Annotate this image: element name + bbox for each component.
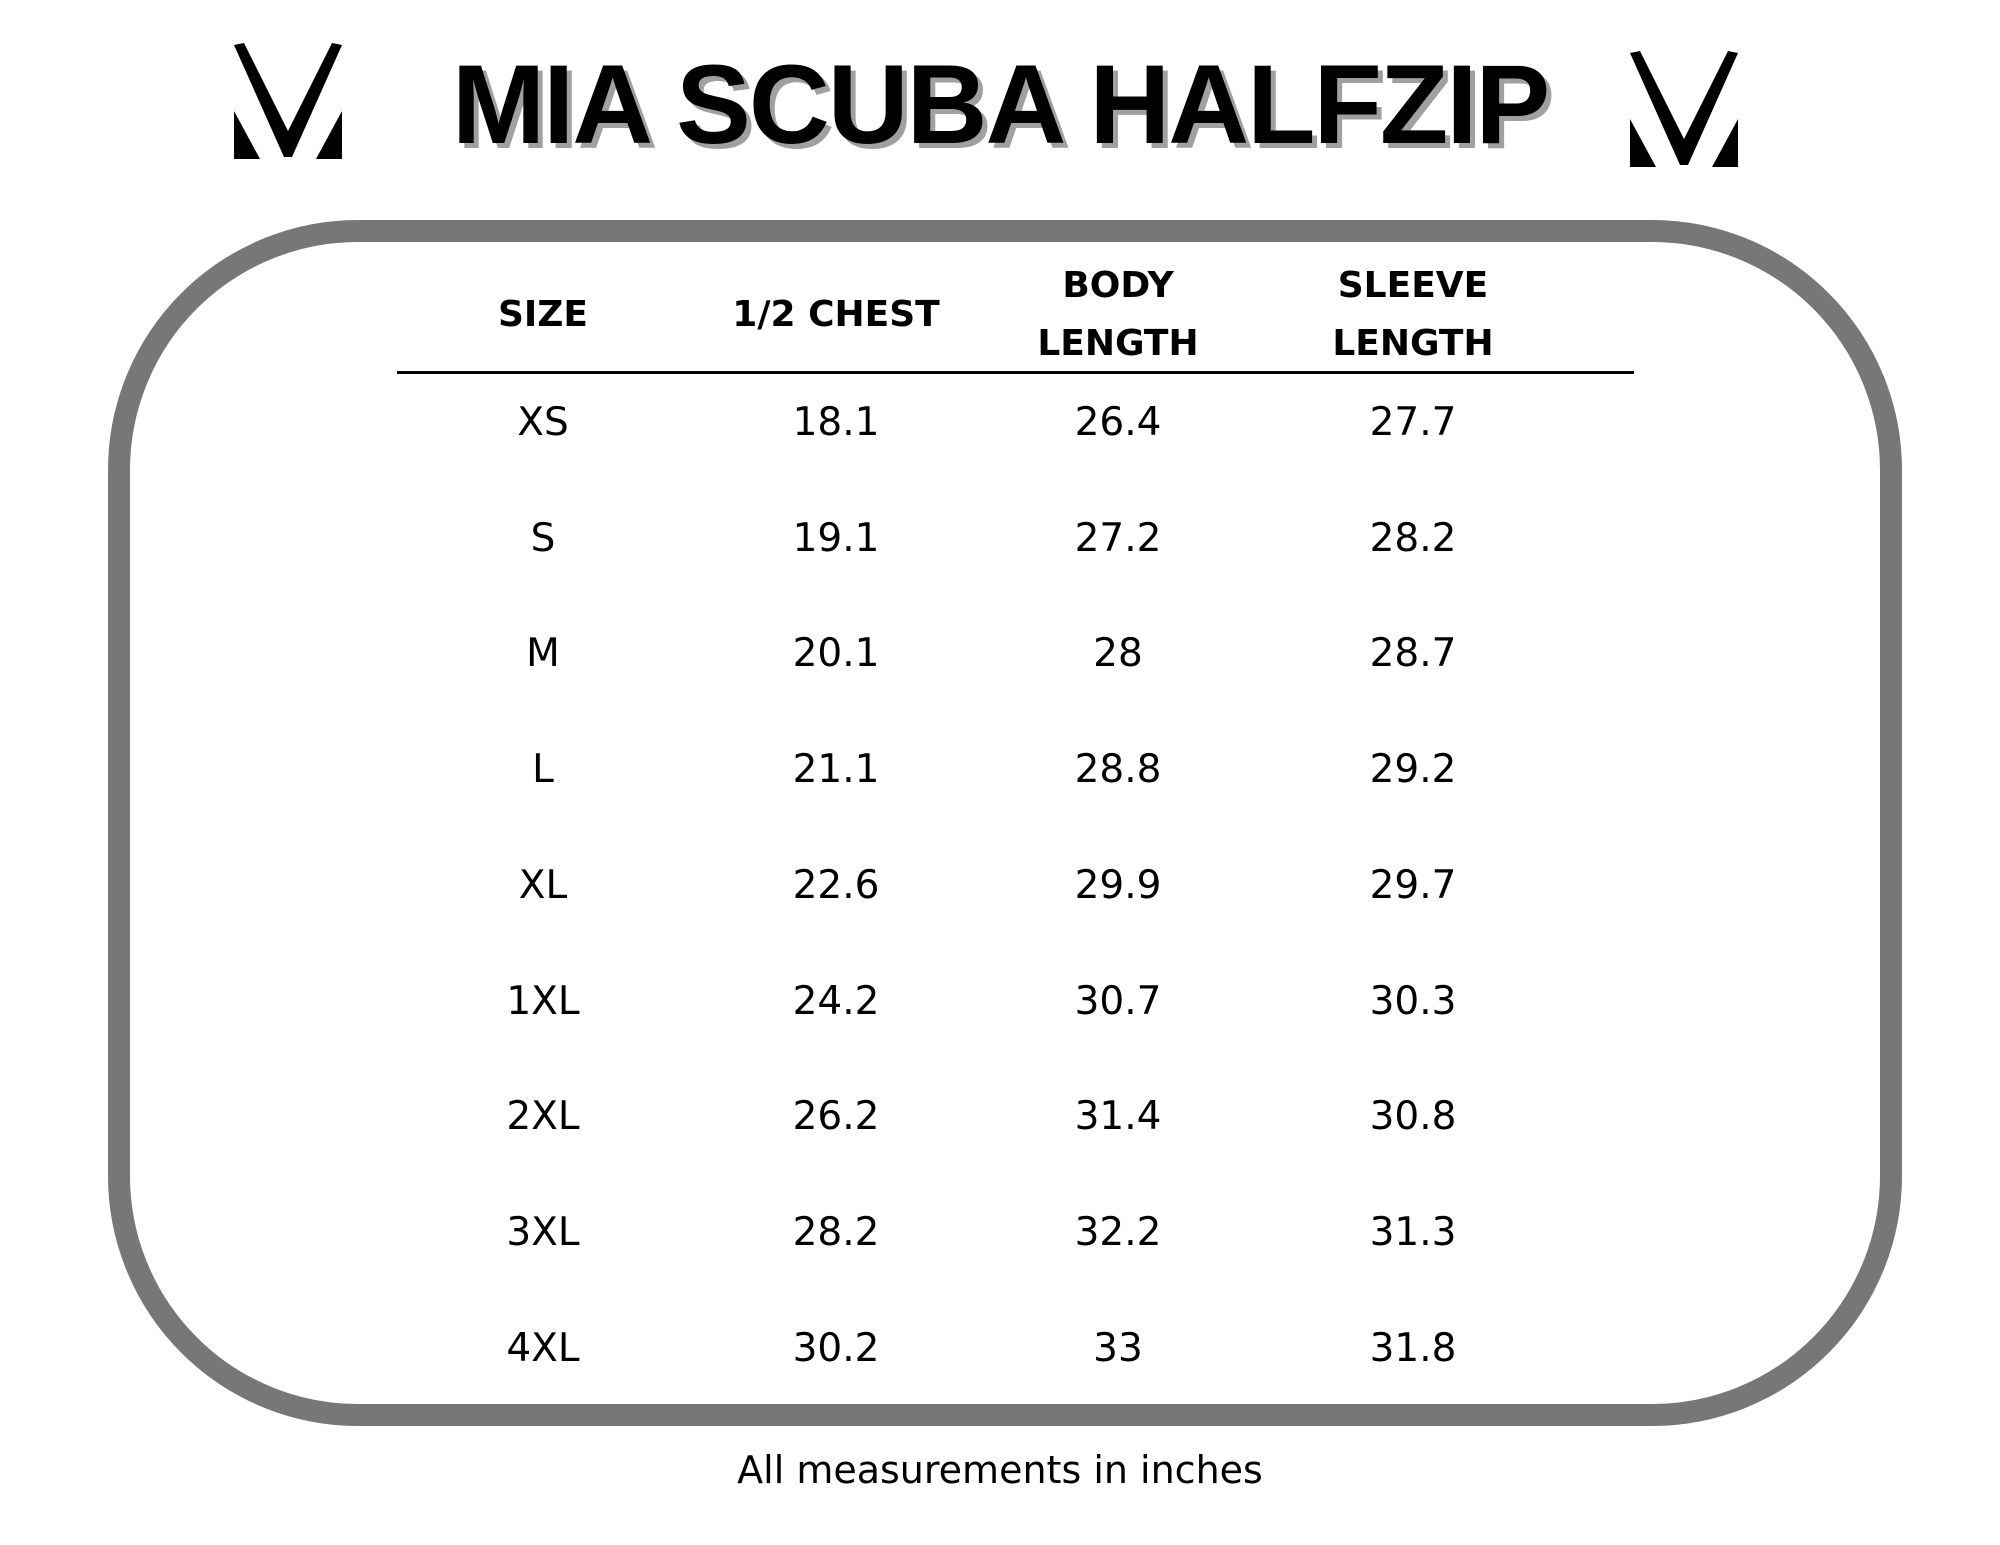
cell-sleeve-length: 31.3 [1369, 1209, 1457, 1255]
page-title: MIA SCUBA HALFZIP [451, 42, 1550, 167]
cell-body-length: 26.4 [1074, 400, 1162, 445]
cell-body-length: 29.9 [1074, 862, 1162, 908]
header-divider [397, 371, 1634, 374]
cell-body-length: 28 [1093, 631, 1143, 677]
cell-sleeve-length: 30.8 [1369, 1094, 1457, 1140]
mv-logo-left-icon [234, 43, 342, 159]
cell-size: 3XL [506, 1209, 580, 1255]
header-line-1: BODY [1062, 265, 1174, 306]
cell-half-chest: 28.2 [792, 1209, 880, 1255]
cell-size: XS [517, 400, 569, 445]
cell-body-length: 33 [1093, 1325, 1143, 1371]
cell-size: 4XL [506, 1325, 580, 1371]
cell-half-chest: 21.1 [792, 747, 880, 793]
cell-sleeve-length: 30.3 [1369, 978, 1457, 1024]
cell-size: S [530, 515, 556, 561]
cell-half-chest: 26.2 [792, 1094, 880, 1140]
column-header-size: SIZE [393, 286, 693, 344]
cell-size: XL [518, 862, 568, 908]
cell-size: 2XL [506, 1094, 580, 1140]
cell-body-length: 32.2 [1074, 1209, 1162, 1255]
footer-note: All measurements in inches [737, 1448, 1263, 1492]
cell-body-length: 28.8 [1074, 747, 1162, 793]
cell-half-chest: 24.2 [792, 978, 880, 1024]
header-line-1: 1/2 CHEST [732, 294, 940, 335]
cell-body-length: 30.7 [1074, 978, 1162, 1024]
cell-half-chest: 18.1 [792, 400, 880, 445]
mv-logo-right-icon [1630, 51, 1738, 167]
cell-sleeve-length: 31.8 [1369, 1325, 1457, 1371]
header-line-1: SLEEVE [1337, 265, 1489, 306]
cell-sleeve-length: 27.7 [1369, 400, 1457, 445]
cell-size: M [526, 631, 560, 677]
header-line-2: LENGTH [1332, 323, 1494, 364]
cell-half-chest: 19.1 [792, 515, 880, 561]
header-line-2: LENGTH [1037, 323, 1199, 364]
cell-half-chest: 20.1 [792, 631, 880, 677]
cell-sleeve-length: 28.7 [1369, 631, 1457, 677]
size-chart-frame [108, 220, 1902, 1426]
header-line-1: SIZE [497, 294, 589, 335]
cell-sleeve-length: 29.2 [1369, 747, 1457, 793]
column-header-sleeve-length: SLEEVE LENGTH [1263, 257, 1563, 373]
cell-size: 1XL [506, 978, 580, 1024]
column-header-body-length: BODY LENGTH [968, 257, 1268, 373]
cell-half-chest: 22.6 [792, 862, 880, 908]
column-header-half-chest: 1/2 CHEST [686, 286, 986, 344]
cell-sleeve-length: 29.7 [1369, 862, 1457, 908]
cell-sleeve-length: 28.2 [1369, 515, 1457, 561]
cell-body-length: 27.2 [1074, 515, 1162, 561]
cell-half-chest: 30.2 [792, 1325, 880, 1371]
cell-size: L [532, 747, 554, 793]
cell-body-length: 31.4 [1074, 1094, 1162, 1140]
